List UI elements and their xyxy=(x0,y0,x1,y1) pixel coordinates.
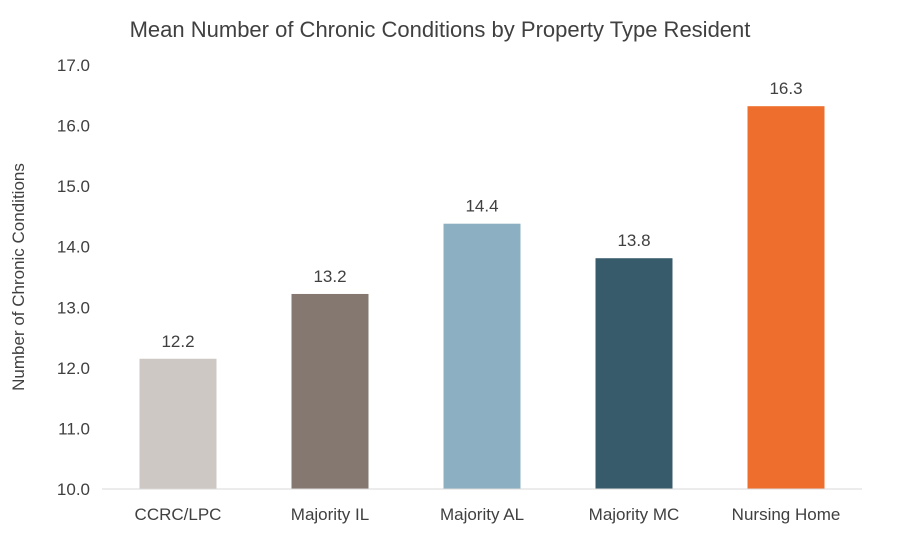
category-label: Majority IL xyxy=(291,505,369,524)
data-label: 13.8 xyxy=(617,231,650,250)
data-labels: 12.2 13.2 14.4 13.8 16.3 xyxy=(161,79,802,351)
data-label: 14.4 xyxy=(465,197,498,216)
y-tick-label: 14.0 xyxy=(57,238,90,257)
y-axis-ticks: 10.0 11.0 12.0 13.0 14.0 15.0 16.0 17.0 xyxy=(57,56,90,499)
category-label: Majority MC xyxy=(589,505,680,524)
y-tick-label: 10.0 xyxy=(57,480,90,499)
bars xyxy=(139,106,825,489)
bar xyxy=(139,358,217,489)
category-label: Majority AL xyxy=(440,505,524,524)
category-labels: CCRC/LPC Majority IL Majority AL Majority M… xyxy=(135,505,841,524)
bar xyxy=(747,106,825,489)
y-tick-label: 13.0 xyxy=(57,298,90,317)
data-label: 12.2 xyxy=(161,332,194,351)
data-label: 13.2 xyxy=(313,267,346,286)
bar xyxy=(291,293,369,489)
chart-title: Mean Number of Chronic Conditions by Pro… xyxy=(130,17,751,42)
y-tick-label: 12.0 xyxy=(57,359,90,378)
y-axis-label: Number of Chronic Conditions xyxy=(9,163,28,391)
y-tick-label: 11.0 xyxy=(58,419,90,438)
category-label: Nursing Home xyxy=(732,505,841,524)
category-label: CCRC/LPC xyxy=(135,505,222,524)
bar xyxy=(443,223,521,489)
y-tick-label: 16.0 xyxy=(57,117,90,136)
y-tick-label: 17.0 xyxy=(57,56,90,75)
y-tick-label: 15.0 xyxy=(57,177,90,196)
data-label: 16.3 xyxy=(769,79,802,98)
bar xyxy=(595,258,673,489)
